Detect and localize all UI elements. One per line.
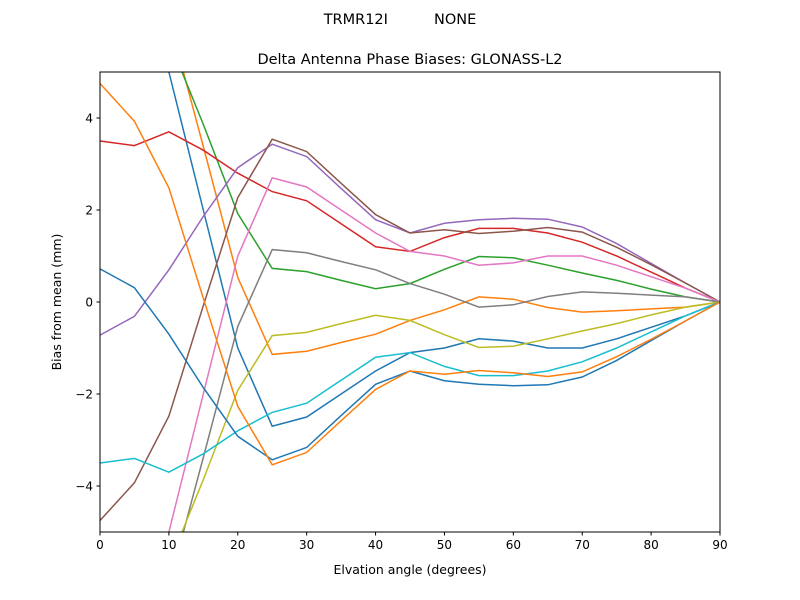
x-tick-label: 10 [161, 538, 176, 552]
series-line-5 [99, 138, 721, 522]
y-axis: −4 −2 0 2 4 [75, 112, 100, 494]
series-line-11 [99, 82, 721, 466]
series-line-1 [182, 71, 721, 356]
y-tick-label: −4 [75, 480, 93, 494]
series-line-2 [181, 71, 721, 303]
x-tick-label: 50 [437, 538, 452, 552]
y-tick-label: 2 [85, 204, 93, 218]
series-line-3 [99, 130, 721, 303]
series-line-7 [182, 248, 721, 533]
y-axis-label: Bias from mean (mm) [49, 234, 64, 371]
chart-suptitle: TRMR12I NONE [323, 12, 477, 28]
x-tick-label: 60 [506, 538, 521, 552]
series-lines [99, 71, 721, 533]
x-axis-label: Elvation angle (degrees) [333, 562, 486, 577]
series-line-8 [181, 301, 721, 533]
series-line-6 [168, 176, 721, 533]
x-axis: 0 10 20 30 40 50 60 70 80 90 [96, 532, 728, 552]
series-line-0 [168, 71, 721, 428]
series-line-9 [99, 301, 721, 474]
chart-title: Delta Antenna Phase Biases: GLONASS-L2 [257, 52, 562, 68]
x-tick-label: 40 [368, 538, 383, 552]
x-tick-label: 80 [643, 538, 658, 552]
series-line-10 [99, 268, 721, 461]
x-tick-label: 90 [712, 538, 727, 552]
x-tick-label: 0 [96, 538, 104, 552]
x-tick-label: 70 [575, 538, 590, 552]
y-tick-label: 4 [85, 112, 93, 126]
plot-frame [99, 71, 721, 533]
x-tick-label: 20 [230, 538, 245, 552]
series-line-4 [99, 143, 721, 336]
y-tick-label: −2 [75, 388, 93, 402]
y-tick-label: 0 [85, 296, 93, 310]
x-tick-label: 30 [299, 538, 314, 552]
